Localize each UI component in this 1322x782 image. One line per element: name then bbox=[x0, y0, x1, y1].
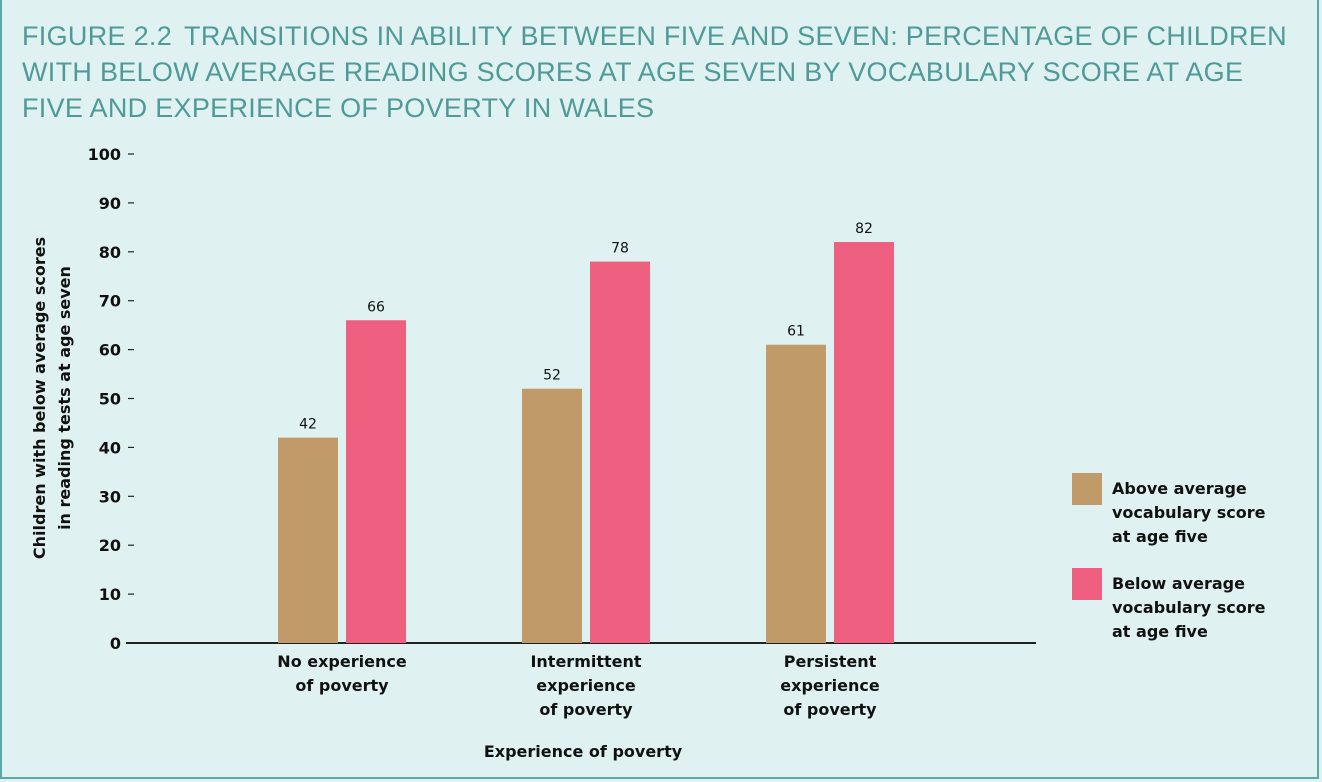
bar-series-1 bbox=[766, 344, 826, 643]
data-label: 52 bbox=[543, 368, 561, 384]
y-axis-title: Children with below average scores bbox=[30, 237, 49, 559]
data-label: 61 bbox=[787, 324, 805, 340]
y-tick-label: 40 bbox=[99, 438, 121, 457]
y-tick-label: 10 bbox=[99, 585, 121, 604]
bar-series-2 bbox=[834, 242, 894, 643]
x-axis-title: Experience of poverty bbox=[484, 742, 683, 761]
legend-swatch bbox=[1072, 568, 1102, 600]
legend-label: vocabulary score bbox=[1112, 503, 1266, 522]
data-label: 66 bbox=[367, 299, 385, 315]
x-category-label: No experience bbox=[277, 652, 407, 671]
figure-title: Figure 2.2 Transitions in ability between… bbox=[22, 18, 1312, 126]
x-category-label: of poverty bbox=[539, 700, 633, 719]
x-category-label: of poverty bbox=[783, 700, 877, 719]
y-tick-label: 60 bbox=[99, 341, 121, 360]
data-label: 82 bbox=[855, 221, 873, 237]
bar-series-2 bbox=[590, 261, 650, 643]
legend-label: at age five bbox=[1112, 622, 1208, 641]
bar-series-2 bbox=[346, 320, 406, 643]
y-tick-label: 90 bbox=[99, 194, 121, 213]
x-category-label: of poverty bbox=[295, 676, 389, 695]
figure-title-text: Transitions in ability between five and … bbox=[22, 21, 1287, 123]
x-category-label: Intermittent bbox=[530, 652, 641, 671]
x-category-label: Persistent bbox=[784, 652, 877, 671]
x-category-label: experience bbox=[780, 676, 880, 695]
legend-label: Above average bbox=[1112, 479, 1247, 498]
legend-label: Below average bbox=[1112, 574, 1245, 593]
bar-series-1 bbox=[522, 388, 582, 643]
y-tick-label: 50 bbox=[99, 390, 121, 409]
y-axis-title: in reading tests at age seven bbox=[55, 266, 74, 530]
legend-label: vocabulary score bbox=[1112, 598, 1266, 617]
data-label: 42 bbox=[299, 417, 317, 433]
y-tick-label: 30 bbox=[99, 487, 121, 506]
y-tick-label: 0 bbox=[110, 634, 121, 653]
bar-series-1 bbox=[278, 437, 338, 643]
y-tick-label: 80 bbox=[99, 243, 121, 262]
legend-swatch bbox=[1072, 473, 1102, 505]
x-category-label: experience bbox=[536, 676, 636, 695]
y-tick-label: 70 bbox=[99, 292, 121, 311]
figure-number: Figure 2.2 bbox=[22, 21, 173, 51]
y-tick-label: 20 bbox=[99, 536, 121, 555]
y-tick-label: 100 bbox=[88, 145, 121, 164]
legend-label: at age five bbox=[1112, 527, 1208, 546]
data-label: 78 bbox=[611, 241, 629, 257]
